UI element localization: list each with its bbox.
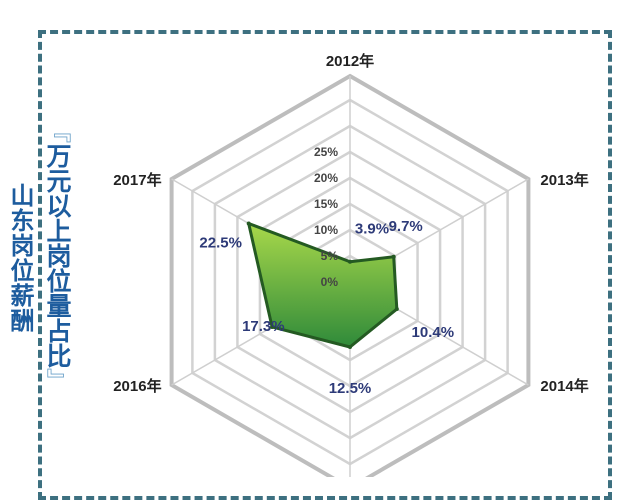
data-label-0: 3.9% xyxy=(355,221,389,238)
tick-label-25: 25% xyxy=(314,145,338,159)
axis-label-2013: 2013年 xyxy=(540,171,588,189)
data-label-3: 12.5% xyxy=(329,380,372,397)
data-point-2 xyxy=(394,307,399,312)
data-label-1: 9.7% xyxy=(389,218,423,235)
axis-label-2017: 2017年 xyxy=(113,171,161,189)
axis-labels: 2012年2013年2014年2015年2016年2017年 xyxy=(113,52,589,395)
tick-label-0: 0% xyxy=(321,275,339,289)
data-point-1 xyxy=(391,254,396,259)
chart-title: 『万元以上岗位量占比』 xyxy=(43,118,72,393)
tick-labels: 0% 5% 10% 15% 20% 25% xyxy=(314,145,338,289)
data-label-2: 10.4% xyxy=(412,324,455,341)
tick-label-10: 10% xyxy=(314,223,338,237)
data-point-3 xyxy=(348,345,352,349)
data-point-0 xyxy=(348,259,352,264)
radar-chart: 0%5%10%15%20%25% 2012年2013年2014年2015年201… xyxy=(113,52,589,477)
region-title: 山东岗位薪酬 xyxy=(6,183,34,333)
data-point-5 xyxy=(246,221,251,226)
chart-title-text: 万元以上岗位量占比 xyxy=(43,143,72,368)
data-area xyxy=(246,221,399,349)
data-label-5: 22.5% xyxy=(199,235,242,252)
data-point-4 xyxy=(270,324,275,329)
tick-label-20: 20% xyxy=(314,171,338,185)
data-labels: 3.9% 9.7% 10.4% 12.5% 17.3% 22.5% xyxy=(199,218,454,397)
axis-label-2012: 2012年 xyxy=(326,52,374,70)
title-open-bracket: 『 xyxy=(43,118,72,143)
tick-label-5: 5% xyxy=(321,249,339,263)
tick-label-15: 15% xyxy=(314,197,338,211)
axis-label-2016: 2016年 xyxy=(113,377,161,395)
axis-label-2014: 2014年 xyxy=(540,377,588,395)
title-close-bracket: 』 xyxy=(43,368,72,393)
data-label-4: 17.3% xyxy=(242,318,285,335)
